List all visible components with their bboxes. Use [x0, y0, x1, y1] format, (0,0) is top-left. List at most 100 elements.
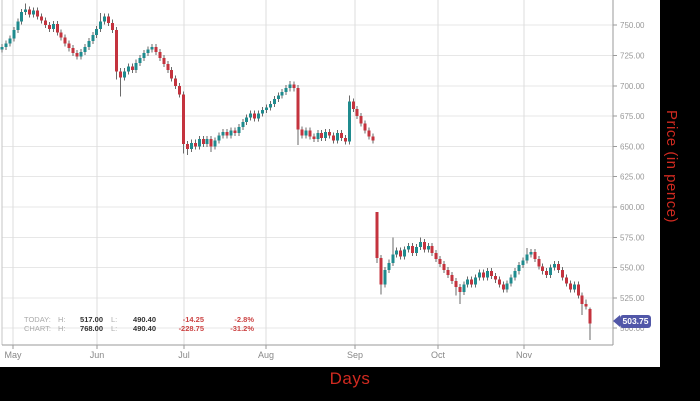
candle-body	[529, 251, 533, 255]
candle-body	[489, 271, 493, 277]
candle-body	[91, 34, 95, 41]
candle-body	[568, 283, 572, 290]
candle-body	[505, 283, 509, 290]
candle-body	[509, 277, 513, 284]
chart-surface: 750.00 725.00 700.00 675.00 650.00 625.00 600.…	[0, 0, 660, 367]
candle-body	[296, 88, 300, 130]
last-price-tag: 503.75	[613, 315, 651, 328]
candle-body	[253, 113, 257, 119]
candle-body	[209, 139, 213, 147]
y-tick-label: 750.00	[620, 21, 645, 30]
candle-body	[572, 284, 576, 290]
today-change-pct: -2.8%	[234, 315, 254, 324]
candle-body	[213, 140, 217, 147]
candle-body	[541, 266, 545, 272]
candle-body	[588, 308, 592, 324]
candle-body	[450, 274, 454, 281]
candle-body	[367, 130, 371, 137]
candle-body	[446, 270, 450, 275]
candle-body	[343, 137, 347, 142]
candle-body	[339, 133, 343, 138]
candle-body	[387, 262, 391, 271]
candle-body	[79, 51, 83, 57]
candle-body	[193, 142, 197, 147]
y-tick-label: 725.00	[620, 52, 645, 61]
candle-body	[114, 30, 118, 72]
candle-body	[237, 127, 241, 134]
candle-body	[59, 32, 63, 38]
candle-body	[442, 263, 446, 271]
candle-body	[63, 37, 67, 44]
candle-body	[470, 279, 474, 285]
candle-body	[126, 66, 130, 72]
candle-body	[241, 122, 245, 128]
candle-body	[351, 101, 355, 109]
candle-body	[355, 108, 359, 117]
x-tick-label: Oct	[431, 350, 446, 360]
candle-body	[580, 295, 584, 304]
candle-body	[493, 276, 497, 280]
candle-body	[454, 280, 458, 287]
candle-body	[545, 271, 549, 275]
candle-body	[83, 47, 87, 52]
candle-body	[324, 131, 328, 138]
price-stats-legend: TODAY: H: 517.00 L: 490.40 -14.25 -2.8% …	[24, 315, 254, 334]
candle-body	[557, 263, 561, 271]
candle-body	[95, 28, 99, 35]
candle-body	[32, 10, 36, 15]
y-tick-label: 525.00	[620, 294, 645, 303]
candle-body	[482, 272, 486, 278]
candle-body	[170, 70, 174, 79]
candle-body	[261, 110, 265, 114]
candle-body	[43, 20, 47, 26]
candle-body	[584, 303, 588, 307]
candle-body	[233, 130, 237, 134]
candle-body	[466, 279, 470, 285]
candle-body	[75, 53, 79, 57]
candle-body	[166, 63, 170, 71]
candle-body	[189, 142, 193, 149]
candle-body	[422, 242, 426, 250]
candle-body	[51, 23, 55, 29]
candle-body	[391, 254, 395, 263]
candle-body	[407, 245, 411, 250]
x-tick-label: Jul	[178, 350, 190, 360]
y-tick-label: 625.00	[620, 173, 645, 182]
candle-body	[560, 270, 564, 278]
candle-body	[111, 22, 115, 31]
candle-body	[67, 43, 71, 49]
candle-body	[87, 40, 91, 48]
candle-body	[284, 88, 288, 92]
today-change: -14.25	[182, 315, 204, 324]
candle-body	[55, 23, 59, 33]
x-tick-label: Aug	[258, 350, 274, 360]
chart-stats-row: CHART: H: 768.00 L: 490.40 -228.75 -31.2…	[24, 323, 254, 334]
candle-body	[426, 245, 430, 250]
candle-body	[371, 136, 375, 141]
candle-body	[347, 101, 351, 142]
candle-body	[217, 135, 221, 141]
today-label: TODAY:	[24, 315, 51, 324]
candlestick-plot-area[interactable]: 750.00 725.00 700.00 675.00 650.00 625.00 600.…	[0, 0, 660, 367]
candle-body	[4, 43, 8, 48]
candle-body	[288, 84, 292, 89]
candle-body	[28, 9, 32, 15]
chart-change-pct: -31.2%	[230, 323, 254, 333]
candle-body	[16, 21, 20, 31]
candle-body	[36, 10, 40, 17]
candle-body	[39, 16, 43, 21]
candle-body	[553, 263, 557, 268]
y-tick-label: 575.00	[620, 233, 645, 242]
y-tick-label: 650.00	[620, 142, 645, 151]
candle-body	[304, 130, 308, 136]
candle-body	[359, 116, 363, 124]
candle-body	[122, 71, 126, 78]
candle-body	[300, 129, 304, 136]
chart-label: CHART:	[24, 323, 51, 333]
chart-low-key: L:	[111, 323, 118, 333]
candle-body	[525, 254, 529, 261]
candle-body	[107, 16, 111, 23]
candle-body	[485, 271, 489, 278]
candle-body	[474, 277, 478, 285]
candle-body	[178, 85, 182, 95]
